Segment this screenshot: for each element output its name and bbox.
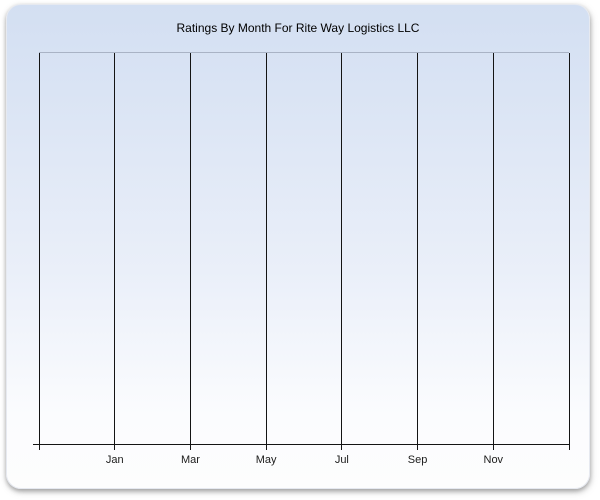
chart-title: Ratings By Month For Rite Way Logistics …	[176, 21, 420, 35]
x-tick-label: Sep	[407, 454, 428, 466]
x-axis-tick-labels: Jan Mar May Jul Sep Nov	[39, 454, 569, 468]
plot-area	[38, 52, 570, 445]
x-axis-line	[33, 444, 570, 445]
gridline	[265, 53, 267, 445]
x-axis-ticks	[38, 445, 570, 451]
axis-tick	[114, 445, 116, 450]
axis-tick	[189, 445, 191, 450]
gridline	[38, 53, 40, 445]
gridline	[189, 53, 191, 445]
x-tick-label: Mar	[180, 454, 200, 466]
axis-tick	[568, 445, 570, 450]
x-tick-label: Jan	[105, 454, 124, 466]
gridline	[568, 53, 570, 445]
chart-panel: Ratings By Month For Rite Way Logistics …	[6, 4, 590, 489]
axis-tick	[265, 445, 267, 450]
gridline	[341, 53, 343, 445]
x-tick-label: Jul	[334, 454, 349, 466]
gridline	[492, 53, 494, 445]
x-tick-label: May	[255, 454, 277, 466]
gridline	[114, 53, 116, 445]
axis-tick	[417, 445, 419, 450]
axis-tick	[341, 445, 343, 450]
x-tick-label: Nov	[483, 454, 504, 466]
axis-tick	[492, 445, 494, 450]
gridline	[417, 53, 419, 445]
axis-tick	[38, 445, 40, 450]
